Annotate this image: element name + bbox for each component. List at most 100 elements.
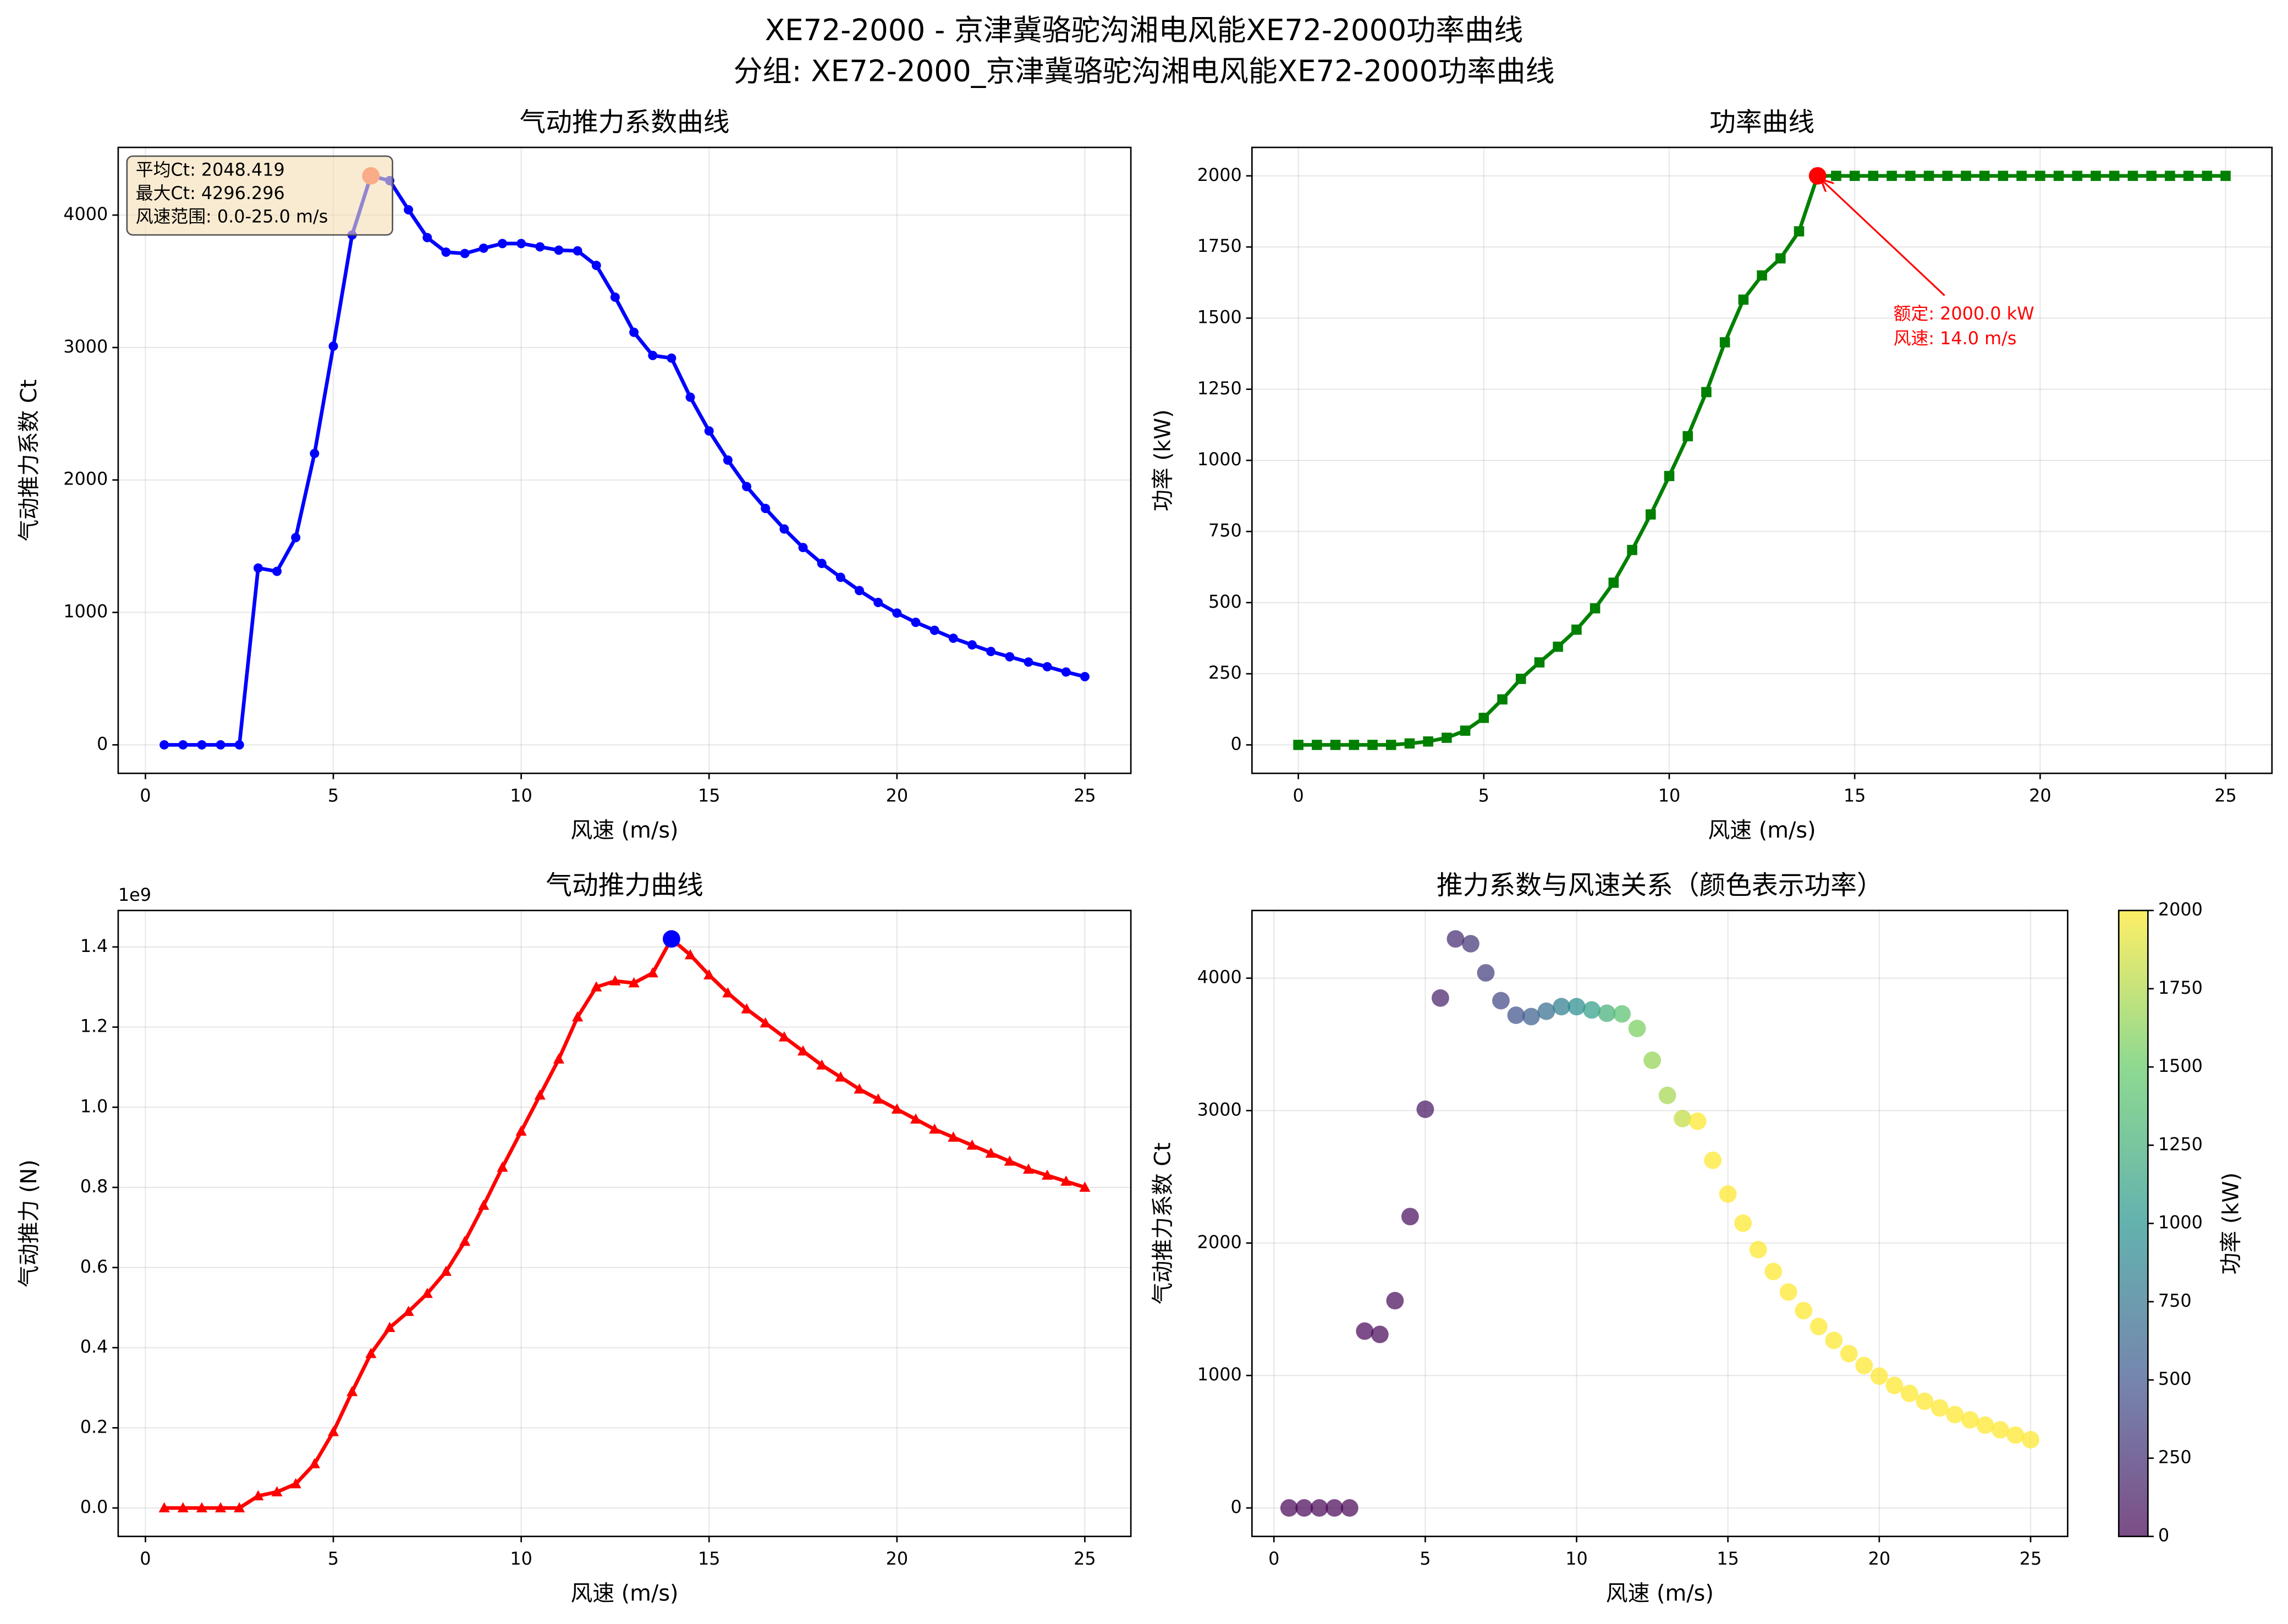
chart-title: 气动推力曲线 bbox=[546, 871, 703, 901]
marker bbox=[421, 1287, 433, 1298]
x-tick-label: 5 bbox=[328, 785, 339, 806]
marker bbox=[365, 1347, 377, 1358]
marker bbox=[422, 233, 432, 243]
marker bbox=[1042, 662, 1052, 671]
marker bbox=[647, 967, 658, 978]
scatter-point bbox=[1507, 1006, 1525, 1024]
scatter-point bbox=[2006, 1426, 2025, 1444]
marker bbox=[1645, 509, 1656, 520]
plot-frame bbox=[117, 146, 1132, 774]
scatter-point bbox=[1704, 1151, 1722, 1169]
marker bbox=[930, 625, 939, 635]
scatter-point bbox=[1795, 1302, 1813, 1320]
marker bbox=[1757, 270, 1767, 281]
scatter-point bbox=[1779, 1283, 1797, 1301]
marker bbox=[1664, 471, 1675, 481]
marker bbox=[1719, 337, 1730, 348]
x-axis-label: 风速 (m/s) bbox=[1708, 818, 1816, 843]
y-tick-label: 1.0 bbox=[80, 1095, 108, 1116]
y-tick-label: 750 bbox=[1208, 520, 1242, 541]
marker bbox=[2146, 170, 2157, 181]
scatter-point bbox=[1764, 1263, 1783, 1281]
annotation-arrow bbox=[1822, 180, 1945, 296]
marker bbox=[573, 246, 582, 256]
scatter-point bbox=[1825, 1331, 1843, 1350]
scatter-point bbox=[1961, 1411, 1979, 1429]
x-tick-label: 0 bbox=[140, 1548, 151, 1569]
marker bbox=[309, 1458, 320, 1468]
marker bbox=[742, 482, 752, 492]
x-tick-label: 15 bbox=[1717, 1548, 1739, 1569]
scatter-point bbox=[1976, 1416, 1994, 1434]
colorbar-tick-label: 2000 bbox=[2158, 899, 2203, 920]
marker bbox=[1682, 431, 1693, 442]
scatter-point bbox=[1326, 1499, 1344, 1517]
marker bbox=[629, 327, 639, 337]
marker bbox=[1367, 740, 1378, 750]
marker bbox=[346, 1386, 358, 1396]
data-line bbox=[164, 936, 1086, 1510]
x-tick-label: 25 bbox=[1074, 785, 1096, 806]
x-tick-label: 25 bbox=[1074, 1548, 1096, 1569]
colorbar-tick-label: 250 bbox=[2158, 1446, 2192, 1467]
x-tick-label: 15 bbox=[1844, 785, 1866, 806]
marker bbox=[1349, 740, 1360, 750]
marker bbox=[1553, 641, 1563, 652]
marker bbox=[2127, 170, 2138, 181]
marker bbox=[723, 455, 733, 465]
y-tick-label: 500 bbox=[1208, 591, 1242, 612]
y-axis-label: 气动推力系数 Ct bbox=[16, 379, 42, 542]
marker bbox=[1534, 657, 1545, 668]
marker bbox=[854, 1083, 865, 1094]
stats-text: 最大Ct: 4296.296 bbox=[136, 183, 285, 203]
marker bbox=[327, 1425, 339, 1436]
y-tick-label: 1.2 bbox=[80, 1016, 108, 1037]
scatter-point bbox=[1553, 998, 1570, 1016]
marker bbox=[497, 1161, 508, 1172]
marker bbox=[290, 1478, 301, 1489]
scatter-point bbox=[1522, 1008, 1540, 1026]
scatter-point bbox=[1447, 930, 1465, 948]
marker bbox=[1738, 294, 1749, 305]
stats-text: 平均Ct: 2048.419 bbox=[136, 159, 285, 180]
marker bbox=[1590, 603, 1601, 614]
marker bbox=[479, 243, 488, 253]
axis-offset: 1e9 bbox=[118, 884, 151, 905]
y-tick-label: 0 bbox=[97, 733, 108, 754]
marker bbox=[459, 1235, 471, 1246]
y-tick-label: 2000 bbox=[63, 469, 108, 489]
marker bbox=[328, 342, 338, 351]
marker bbox=[516, 239, 526, 249]
y-tick-label: 1750 bbox=[1197, 235, 1242, 256]
marker bbox=[1293, 740, 1304, 750]
marker bbox=[948, 1131, 959, 1142]
x-tick-label: 5 bbox=[1478, 785, 1489, 806]
plot-frame bbox=[1251, 910, 2069, 1538]
marker bbox=[158, 1502, 170, 1512]
marker bbox=[761, 504, 771, 514]
marker bbox=[741, 1003, 752, 1014]
y-tick-label: 1250 bbox=[1197, 378, 1242, 399]
y-tick-label: 0.4 bbox=[80, 1336, 108, 1357]
marker bbox=[291, 533, 301, 543]
marker bbox=[835, 572, 845, 582]
scatter-point bbox=[1628, 1020, 1646, 1038]
marker bbox=[1627, 544, 1637, 555]
marker bbox=[216, 740, 226, 750]
marker bbox=[1004, 1155, 1015, 1166]
marker bbox=[197, 740, 207, 750]
marker bbox=[272, 566, 282, 576]
scatter-point bbox=[1900, 1384, 1918, 1402]
marker bbox=[2202, 170, 2213, 181]
marker bbox=[215, 1502, 227, 1512]
marker bbox=[929, 1123, 941, 1134]
marker bbox=[2091, 170, 2101, 181]
y-tick-label: 4000 bbox=[63, 203, 108, 224]
marker bbox=[628, 977, 640, 988]
marker bbox=[1887, 170, 1897, 181]
marker bbox=[234, 1502, 245, 1512]
marker bbox=[1608, 577, 1619, 588]
colorbar bbox=[2118, 910, 2149, 1538]
